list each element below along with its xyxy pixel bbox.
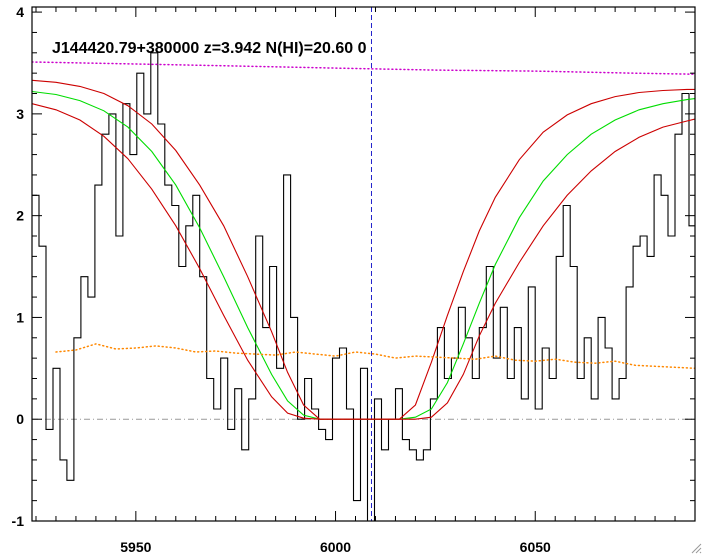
y-tick-label: -1 xyxy=(12,513,25,529)
y-tick-label: 2 xyxy=(16,208,24,224)
series-model-lower xyxy=(32,103,695,420)
y-tick-label: 4 xyxy=(16,4,24,20)
x-tick-label: 6050 xyxy=(520,539,551,555)
y-tick-label: 0 xyxy=(16,411,24,427)
x-tick-label: 5950 xyxy=(120,539,151,555)
y-tick-label: 3 xyxy=(16,106,24,122)
series-layer xyxy=(32,7,695,521)
series-error xyxy=(55,343,695,370)
axes-layer: 5950 6000 6050 -1 0 1 2 3 4 xyxy=(12,4,696,555)
series-flux xyxy=(32,52,695,521)
series-continuum xyxy=(32,61,695,75)
resize-grip-icon[interactable] xyxy=(690,542,702,554)
series-model xyxy=(32,90,695,420)
plot-frame xyxy=(31,6,696,522)
x-tick-label: 6000 xyxy=(320,539,351,555)
chart-title: J144420.79+380000 z=3.942 N(HI)=20.60 0 xyxy=(52,40,367,57)
y-tick-label: 1 xyxy=(16,309,24,325)
